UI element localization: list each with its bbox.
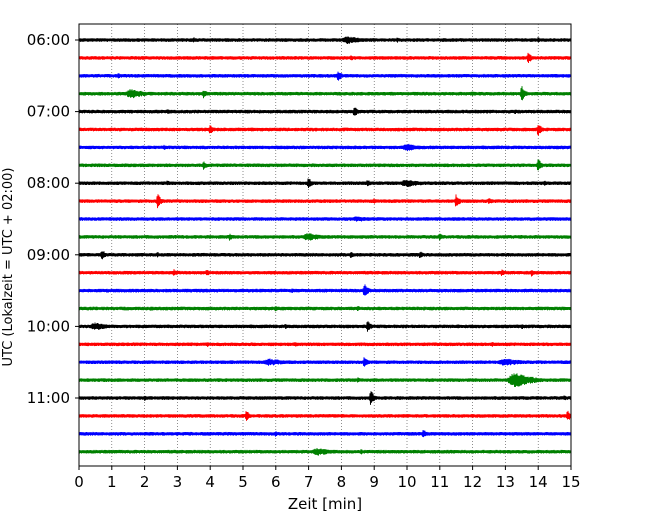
x-tick-label: 2: [140, 473, 150, 491]
trace-4: [78, 107, 572, 116]
x-tick-label: 1: [107, 473, 117, 491]
plot-frame: [78, 23, 572, 467]
trace-0: [78, 36, 572, 45]
y-axis-label: UTC (Lokalzeit = UTC + 02:00): [1, 168, 16, 367]
y-tick-label: 09:00: [27, 246, 70, 264]
trace-15: [78, 305, 572, 312]
trace-13: [78, 269, 572, 277]
trace-14: [78, 284, 572, 296]
trace-10: [78, 216, 572, 222]
trace-5: [78, 125, 572, 136]
x-tick-label: 5: [238, 473, 248, 491]
x-tick-label: 8: [337, 473, 347, 491]
x-axis-label: Zeit [min]: [288, 495, 362, 513]
y-axis-ticks: 06:00 07:00 08:00 09:00 10:00 11:00: [27, 31, 79, 407]
trace-3: [78, 86, 572, 101]
x-tick-label: 6: [271, 473, 281, 491]
y-tick-label: 11:00: [27, 389, 70, 407]
x-tick-label: 0: [74, 473, 84, 491]
y-tick-label: 08:00: [27, 174, 70, 192]
x-tick-label: 12: [463, 473, 482, 491]
x-tick-label: 11: [430, 473, 449, 491]
trace-11: [78, 233, 572, 241]
trace-6: [78, 143, 572, 152]
x-tick-label: 13: [496, 473, 515, 491]
trace-19: [78, 373, 572, 388]
x-tick-label: 9: [369, 473, 379, 491]
trace-20: [78, 391, 572, 405]
trace-17: [78, 342, 572, 347]
x-tick-label: 4: [205, 473, 215, 491]
trace-8: [78, 178, 572, 188]
trace-21: [78, 410, 572, 421]
trace-7: [78, 159, 572, 171]
trace-22: [78, 430, 572, 438]
trace-18: [78, 357, 572, 367]
x-tick-label: 10: [397, 473, 416, 491]
y-tick-label: 10:00: [27, 317, 70, 335]
x-tick-label: 15: [561, 473, 580, 491]
trace-2: [78, 71, 572, 81]
trace-23: [78, 447, 572, 456]
trace-12: [78, 251, 572, 260]
trace-9: [78, 194, 572, 209]
trace-1: [78, 52, 572, 63]
y-tick-label: 07:00: [27, 103, 70, 121]
seismic-traces: [78, 36, 572, 456]
trace-16: [78, 321, 572, 332]
x-axis-ticks: 0 1 2 3 4 5 6 7 8 9 10 11 12 13 14 15: [74, 466, 581, 491]
x-tick-label: 14: [529, 473, 548, 491]
x-tick-label: 7: [304, 473, 314, 491]
grid-lines: [111, 24, 539, 466]
x-tick-label: 3: [173, 473, 183, 491]
y-tick-label: 06:00: [27, 31, 70, 49]
